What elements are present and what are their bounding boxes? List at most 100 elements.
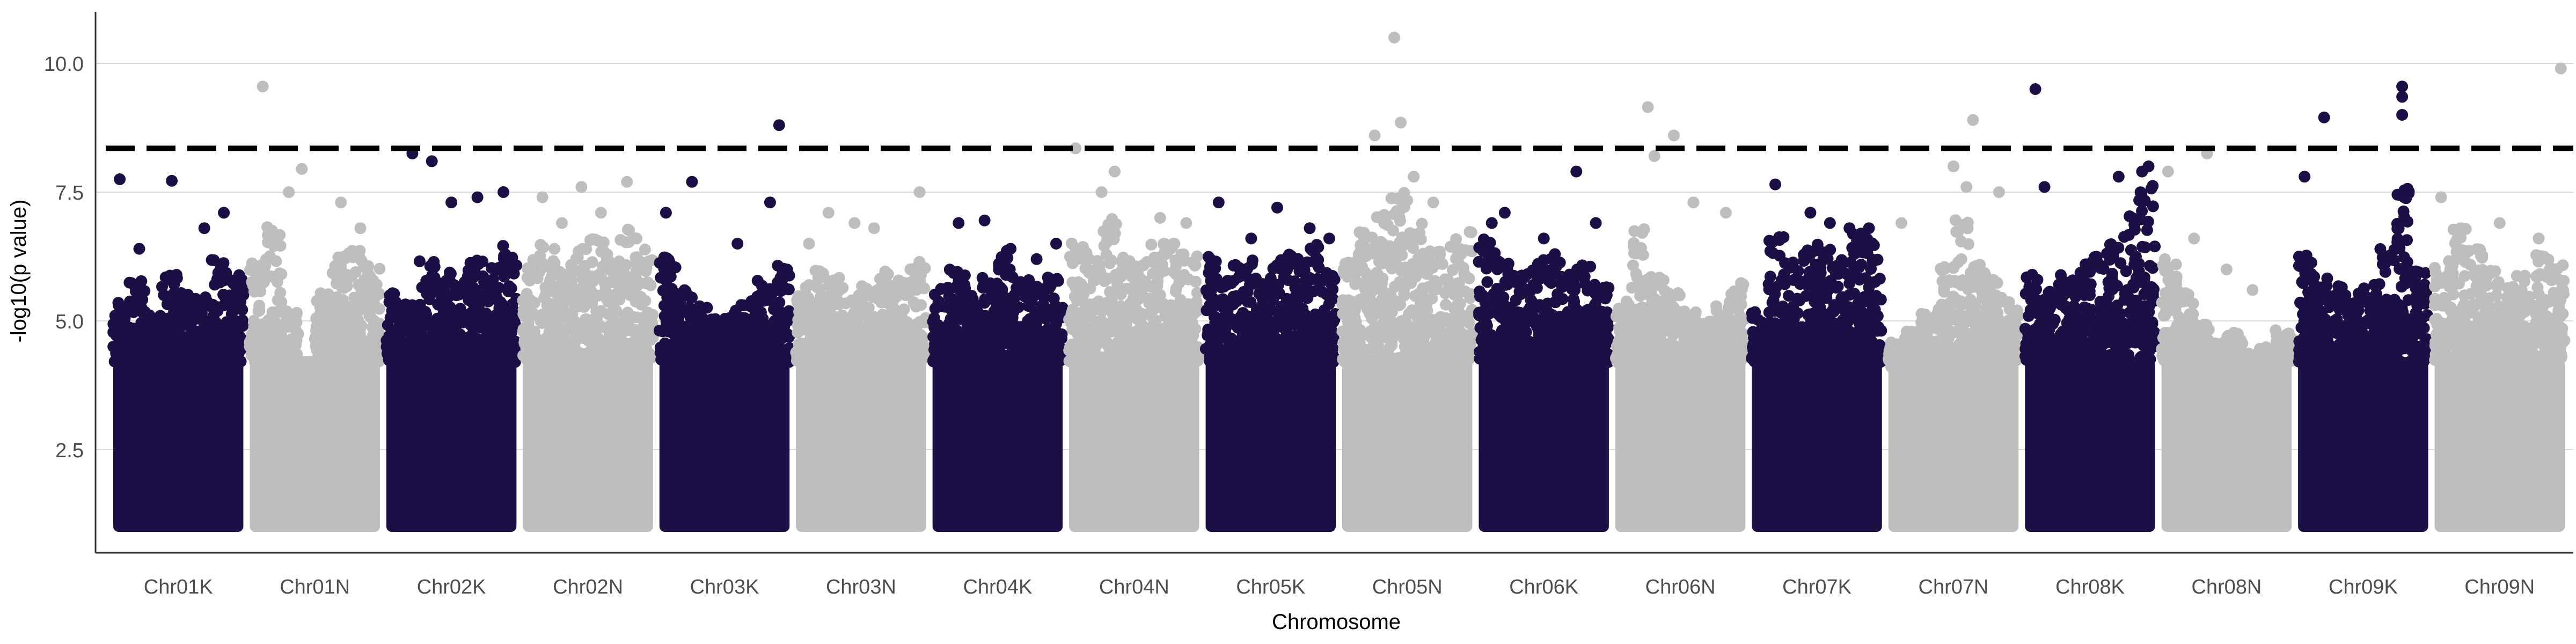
point: [1051, 340, 1064, 352]
point: [932, 295, 945, 308]
point: [465, 280, 477, 292]
point: [1451, 303, 1463, 314]
point: [1219, 299, 1232, 311]
point: [584, 292, 596, 305]
point: [362, 286, 374, 297]
point: [947, 267, 960, 279]
point: [905, 276, 917, 289]
point: [1398, 288, 1410, 300]
peak-point: [1109, 165, 1121, 178]
point: [1167, 266, 1180, 278]
point: [1377, 284, 1388, 296]
point: [996, 331, 1008, 343]
point: [640, 356, 652, 368]
point: [645, 333, 657, 346]
peak-point: [1050, 238, 1062, 250]
point: [1080, 302, 1092, 314]
point: [1434, 248, 1446, 260]
point: [244, 264, 256, 276]
point: [206, 254, 218, 266]
point: [783, 269, 795, 282]
point: [1137, 320, 1149, 332]
point: [932, 319, 944, 331]
point: [769, 348, 781, 361]
point: [642, 306, 654, 319]
point: [1418, 320, 1430, 333]
point: [555, 333, 567, 346]
point: [1346, 269, 1358, 282]
point: [1374, 355, 1386, 367]
point: [1435, 311, 1447, 323]
point: [772, 260, 784, 272]
point: [211, 305, 224, 317]
point: [226, 333, 238, 346]
point: [706, 334, 719, 347]
point: [670, 288, 682, 299]
chromosome-Chr02K: [380, 148, 523, 532]
point: [1156, 258, 1168, 270]
point: [211, 273, 223, 286]
point: [334, 308, 347, 320]
point: [599, 322, 612, 334]
point: [419, 340, 430, 353]
peak-point: [575, 181, 588, 193]
peak-point: [848, 217, 861, 229]
point: [586, 256, 598, 268]
point: [656, 325, 669, 338]
point: [1130, 343, 1142, 355]
point: [996, 251, 1008, 263]
point: [469, 266, 481, 278]
point: [874, 343, 885, 356]
point: [800, 288, 811, 300]
point: [1145, 340, 1158, 352]
point: [1403, 354, 1416, 366]
point: [1047, 312, 1059, 324]
point: [1032, 311, 1044, 324]
point: [497, 240, 509, 252]
peak-point: [536, 191, 548, 203]
peak-point: [1095, 186, 1108, 198]
point: [1376, 237, 1388, 250]
point: [342, 301, 354, 313]
point: [1373, 273, 1386, 285]
point: [1128, 329, 1140, 341]
point: [158, 353, 170, 365]
point: [636, 257, 648, 269]
point: [1455, 248, 1467, 260]
point-cloud-Chr02K: [386, 357, 517, 532]
peak-point: [1408, 171, 1420, 183]
point: [904, 328, 917, 340]
chromosome-Chr01K: [107, 173, 250, 532]
point: [435, 331, 447, 343]
point-cloud-Chr05N: [1342, 357, 1473, 532]
point: [1079, 262, 1092, 275]
point: [568, 317, 580, 330]
point: [1181, 273, 1192, 285]
peak-point: [595, 207, 607, 219]
point: [1204, 253, 1217, 266]
point: [1119, 341, 1131, 353]
point: [210, 332, 222, 344]
point: [1436, 258, 1448, 270]
point: [1289, 316, 1301, 328]
point: [290, 309, 303, 321]
peak-point: [1395, 116, 1407, 129]
point-cloud-Chr02N: [523, 357, 653, 532]
point: [1463, 226, 1476, 238]
point: [281, 305, 292, 318]
point: [1151, 280, 1163, 292]
point-cloud-Chr03K: [659, 357, 790, 532]
point: [362, 260, 375, 272]
point: [1015, 341, 1028, 354]
point: [503, 280, 515, 292]
point: [1048, 321, 1060, 334]
point: [829, 331, 841, 343]
point: [1146, 300, 1159, 312]
point: [364, 270, 376, 283]
point: [1162, 355, 1175, 368]
point: [309, 376, 321, 389]
point: [130, 353, 142, 365]
peak-point: [1030, 253, 1043, 265]
point: [1407, 242, 1419, 254]
point: [1169, 286, 1182, 298]
